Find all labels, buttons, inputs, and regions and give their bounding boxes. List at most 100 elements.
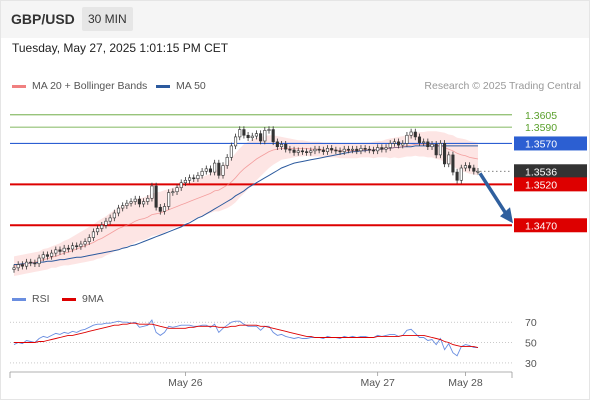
x-tick-label-2: May 28 xyxy=(448,377,483,389)
candle-body xyxy=(443,143,447,165)
candle-body xyxy=(388,143,392,148)
candle-body xyxy=(468,165,472,169)
candle-body xyxy=(196,175,200,179)
candle-body xyxy=(238,129,242,138)
candle-body xyxy=(472,167,476,172)
candle-body xyxy=(417,136,422,143)
candle-body xyxy=(79,243,83,247)
candle-body xyxy=(422,141,426,144)
candle-body xyxy=(75,245,79,248)
candle-body xyxy=(158,206,162,212)
candle-body xyxy=(91,231,95,238)
level-label-4: 1.3520 xyxy=(525,179,557,191)
candle-body xyxy=(183,179,187,184)
candle-body xyxy=(451,154,455,173)
rsi-tick-30: 30 xyxy=(525,358,537,370)
candle-body xyxy=(380,147,384,150)
candle-body xyxy=(167,192,171,207)
candle-body xyxy=(409,131,413,136)
candle-body xyxy=(137,198,141,205)
candle-body xyxy=(154,185,158,208)
rsi-tick-70: 70 xyxy=(525,317,537,329)
candle-body xyxy=(96,228,100,233)
candle-body xyxy=(284,143,288,150)
candle-body xyxy=(87,237,91,242)
x-tick-label-0: May 26 xyxy=(168,377,203,389)
level-label-5: 1.3470 xyxy=(525,220,557,232)
candle-body xyxy=(37,257,41,265)
9ma-swatch xyxy=(62,297,76,301)
forecast-arrow-shaft xyxy=(478,172,509,217)
candle-body xyxy=(146,197,150,202)
candle-body xyxy=(70,245,75,250)
level-tag-2 xyxy=(514,136,587,151)
candle-body xyxy=(41,254,45,259)
candle-body xyxy=(229,145,233,158)
candle-body xyxy=(271,129,275,143)
candle-body xyxy=(447,154,451,165)
candle-body xyxy=(179,182,183,188)
candle-body xyxy=(263,130,267,142)
candle-body xyxy=(346,148,350,151)
candle-body xyxy=(175,187,179,193)
candle-body xyxy=(363,148,367,150)
x-tick-label-1: May 27 xyxy=(360,377,395,389)
candle-body xyxy=(434,143,438,156)
candle-body xyxy=(384,147,388,150)
candle-body xyxy=(150,185,154,199)
candle-body xyxy=(438,143,442,156)
candle-body xyxy=(279,143,284,148)
candle-body xyxy=(426,141,430,148)
legend-rsi: RSI xyxy=(12,293,50,305)
candle-body xyxy=(275,141,279,148)
candle-body xyxy=(45,254,49,257)
candle-body xyxy=(112,212,116,219)
candle-body xyxy=(108,217,112,222)
candle-body xyxy=(162,206,167,212)
candle-body xyxy=(125,202,129,206)
level-tag-5 xyxy=(514,218,587,233)
ma20-label: MA 20 + Bollinger Bands xyxy=(32,80,148,92)
candle-body xyxy=(317,148,321,151)
candle-body xyxy=(325,148,330,152)
candle-body xyxy=(62,247,66,252)
candle-body xyxy=(104,220,108,226)
legend-ma50: MA 50 xyxy=(156,80,206,92)
pair-title: GBP/USD xyxy=(11,11,75,27)
rsi-tick-50: 50 xyxy=(525,338,537,350)
rsi-swatch xyxy=(12,297,26,301)
candle-body xyxy=(376,147,380,152)
candle-body xyxy=(24,261,29,267)
forecast-arrow-head xyxy=(500,207,513,224)
candle-body xyxy=(305,151,309,153)
candle-body xyxy=(430,143,434,148)
timeframe-button[interactable]: 30 MIN xyxy=(82,7,133,31)
candle-body xyxy=(463,165,468,169)
candle-body xyxy=(100,224,104,229)
candle-body xyxy=(121,205,125,209)
candle-body xyxy=(29,261,33,264)
level-tag-3 xyxy=(514,164,587,179)
9ma-line xyxy=(14,322,479,349)
candle-body xyxy=(188,177,192,181)
candle-body xyxy=(334,149,338,152)
candle-body xyxy=(83,241,87,245)
candle-body xyxy=(171,191,175,194)
candle-body xyxy=(359,148,363,152)
ma50-label: MA 50 xyxy=(176,80,206,92)
candle-body xyxy=(367,148,371,151)
candle-body xyxy=(208,168,213,173)
candle-body xyxy=(12,267,16,270)
candle-body xyxy=(321,149,325,152)
legend-9ma: 9MA xyxy=(62,293,104,305)
candle-body xyxy=(246,134,250,139)
candle-body xyxy=(221,165,225,176)
candle-body xyxy=(200,170,204,176)
level-label-3: 1.3536 xyxy=(525,166,557,178)
candle-body xyxy=(259,133,263,142)
candle-body xyxy=(54,249,58,254)
legend-ma20: MA 20 + Bollinger Bands xyxy=(12,80,147,92)
candle-body xyxy=(397,141,401,146)
candle-body xyxy=(267,129,271,131)
